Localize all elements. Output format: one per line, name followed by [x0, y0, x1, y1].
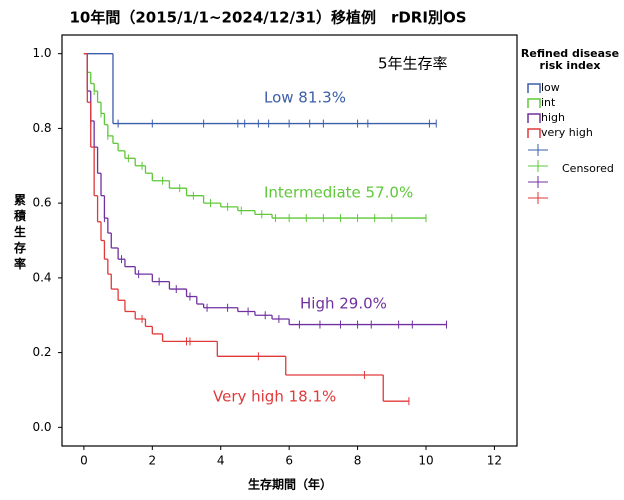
legend-censor-swatch	[528, 160, 548, 172]
x-tick-label: 6	[285, 454, 293, 468]
x-tick-label: 12	[487, 454, 502, 468]
legend-censor-swatch	[528, 144, 548, 156]
legend-swatch	[527, 128, 541, 138]
legend-label: low	[541, 81, 560, 94]
legend-swatch	[527, 83, 541, 93]
y-tick-label: 0.6	[32, 196, 51, 210]
legend-censor-swatch	[528, 192, 548, 204]
y-tick-label: 0.0	[32, 420, 51, 434]
y-tick-label: 0.4	[32, 270, 51, 284]
x-tick-label: 8	[354, 454, 362, 468]
x-tick-label: 4	[217, 454, 225, 468]
legend-censored-label: Censored	[562, 162, 614, 175]
y-tick-label: 1.0	[32, 46, 51, 60]
annotation: 5年生存率	[378, 55, 448, 73]
x-tick-label: 0	[80, 454, 88, 468]
legend-censor-swatch	[528, 176, 548, 188]
x-axis-label: 生存期間（年）	[248, 477, 332, 492]
legend-title: Refined disease risk index	[521, 47, 619, 72]
x-tick-label: 2	[148, 454, 156, 468]
y-tick-label: 0.2	[32, 345, 51, 359]
annotation: Low 81.3%	[264, 89, 346, 107]
legend-label: high	[541, 111, 565, 124]
annotation: Intermediate 57.0%	[264, 184, 413, 202]
y-axis-label: 累積生存率	[13, 193, 27, 271]
y-tick-label: 0.8	[32, 121, 51, 135]
chart-title: 10年間（2015/1/1~2024/12/31）移植例 rDRI別OS	[69, 9, 466, 27]
x-tick-label: 10	[418, 454, 433, 468]
legend-swatch	[527, 113, 541, 123]
legend-label: very high	[541, 126, 593, 139]
legend-swatch	[527, 98, 541, 108]
annotation: High 29.0%	[300, 295, 387, 313]
legend-label: int	[541, 96, 556, 109]
annotation: Very high 18.1%	[213, 388, 336, 406]
